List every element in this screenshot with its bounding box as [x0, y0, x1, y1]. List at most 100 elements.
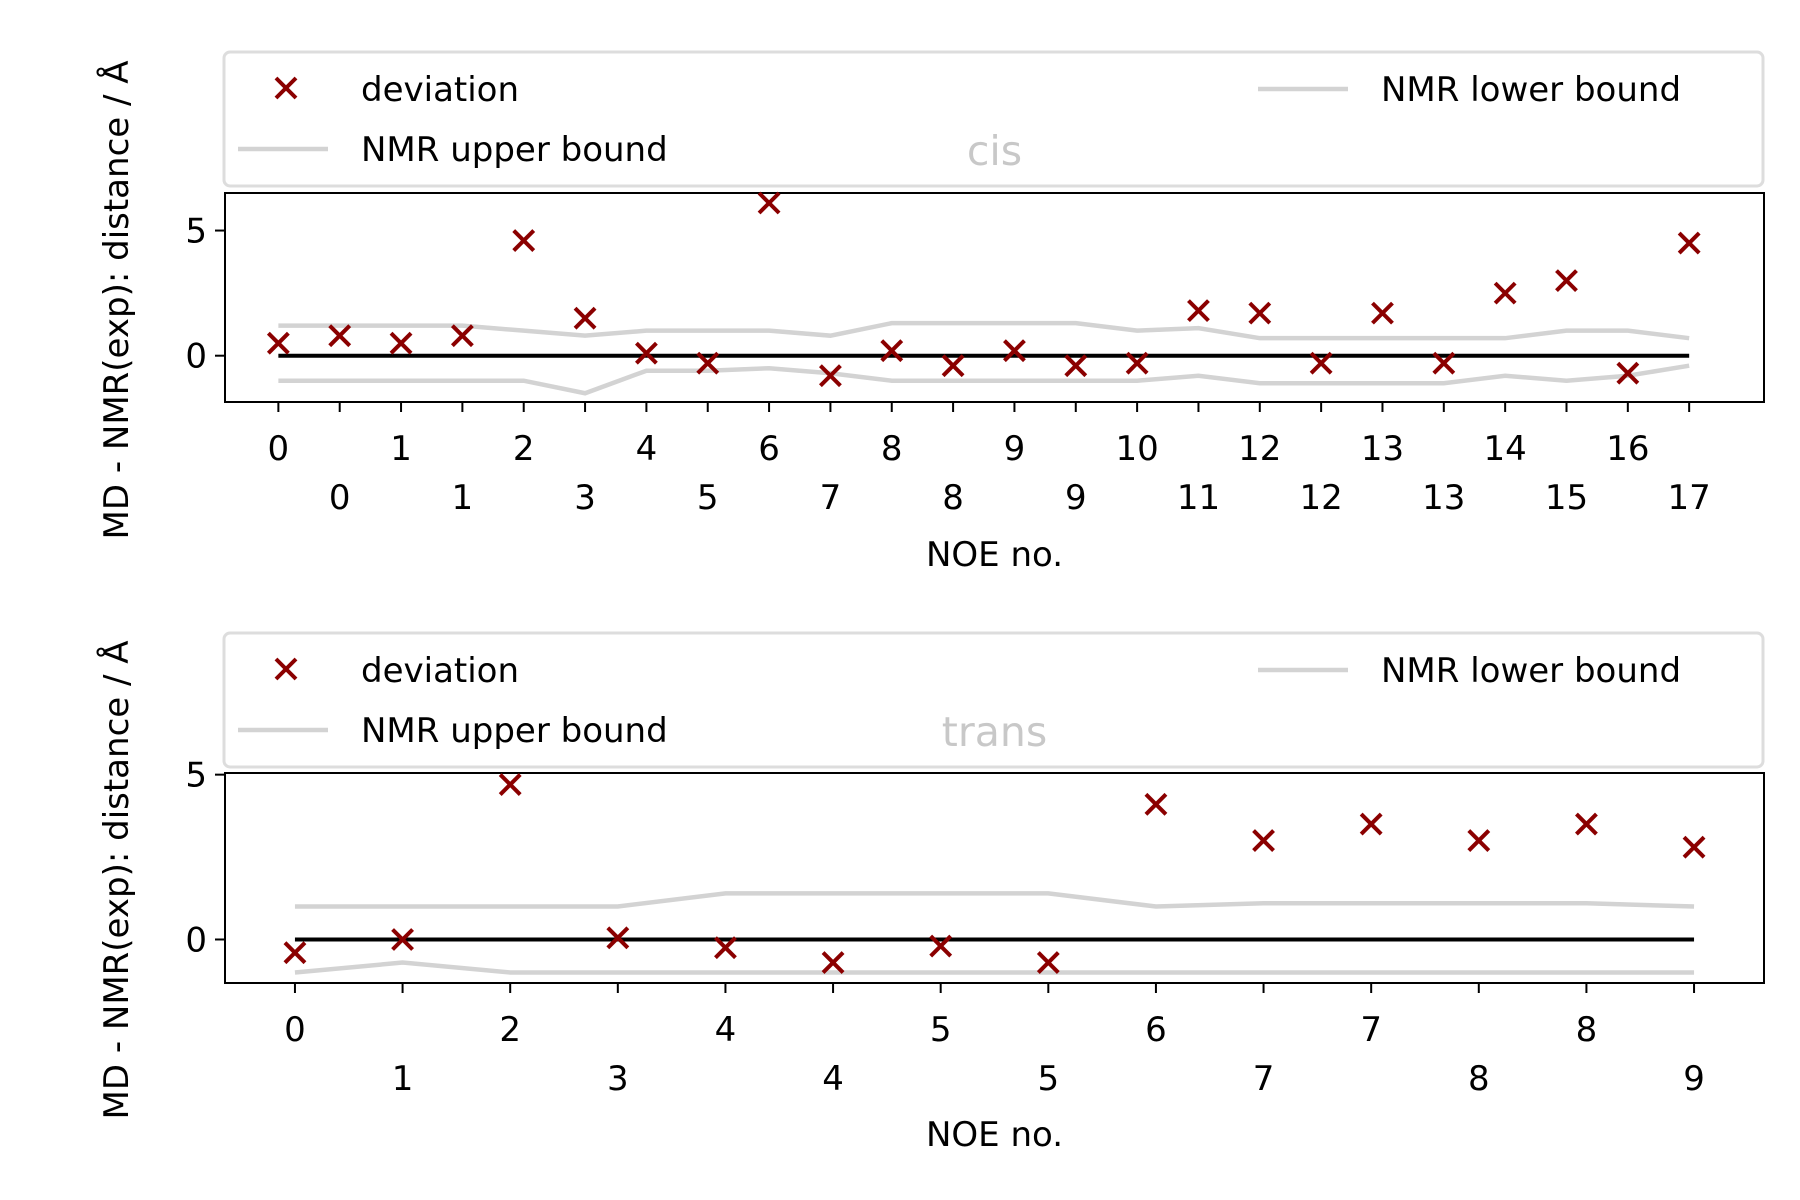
x-tick-label: 6 [758, 429, 780, 469]
x-tick-label: 3 [574, 478, 596, 518]
x-tick-label: 7 [1360, 1010, 1382, 1050]
deviation-point [880, 339, 904, 363]
deviation-point [283, 941, 307, 965]
x-tick-label: 6 [1145, 1010, 1167, 1050]
deviation-point [1187, 299, 1210, 323]
legend-lower-label: NMR lower bound [1381, 70, 1681, 110]
x-tick-label: 5 [930, 1010, 952, 1050]
deviation-point [1064, 354, 1088, 378]
deviation-point [391, 928, 414, 951]
deviation-point [1144, 792, 1168, 816]
x-tick-label: 13 [1422, 478, 1465, 518]
y-tick-label: 0 [185, 337, 207, 377]
x-tick-label: 1 [390, 429, 412, 469]
x-tick-label: 13 [1361, 429, 1404, 469]
x-tick-label: 3 [607, 1059, 629, 1099]
deviation-point [389, 331, 413, 355]
y-tick-label: 5 [185, 212, 207, 252]
axes-frame-cis [224, 192, 1765, 403]
legend-upper-label: NMR upper bound [361, 130, 668, 170]
x-tick-label: 1 [392, 1059, 414, 1099]
legend-deviation-marker [274, 76, 298, 100]
legend-lower-label: NMR lower bound [1381, 651, 1681, 691]
x-axis-label-cis: NOE no. [926, 535, 1063, 575]
deviation-point [714, 936, 737, 960]
deviation-point [821, 951, 845, 974]
deviation-point [1493, 281, 1517, 305]
deviation-point [1467, 829, 1491, 852]
x-tick-label: 8 [1468, 1059, 1490, 1099]
x-tick-label: 9 [1065, 478, 1087, 518]
legend-deviation-label: deviation [361, 70, 519, 110]
x-tick-label: 9 [1004, 429, 1026, 469]
deviation-point [1252, 829, 1275, 852]
x-tick-label: 11 [1177, 478, 1220, 518]
deviation-point [498, 773, 522, 796]
legend-cis: deviation NMR upper bound NMR lower boun… [222, 50, 1765, 188]
deviation-point [819, 364, 842, 388]
x-tick-label: 9 [1683, 1059, 1705, 1099]
x-tick-label: 16 [1606, 429, 1649, 469]
legend-box [222, 50, 1765, 188]
deviation-point [1575, 812, 1598, 836]
deviation-point [1248, 301, 1272, 325]
x-axis-label-trans: NOE no. [926, 1115, 1063, 1155]
deviation-point [1371, 301, 1394, 325]
x-tick-label: 7 [1253, 1059, 1275, 1099]
deviation-point [757, 191, 781, 215]
deviation-point [266, 331, 290, 355]
x-tick-label: 17 [1668, 478, 1711, 518]
deviation-point [1616, 361, 1640, 385]
x-tick-label: 10 [1115, 429, 1158, 469]
x-tick-label: 5 [697, 478, 719, 518]
x-tick-label: 0 [284, 1010, 306, 1050]
axes-frame-trans [224, 772, 1765, 984]
x-tick-label: 4 [715, 1010, 737, 1050]
deviation-point [328, 324, 352, 348]
deviation-point [1125, 351, 1149, 375]
deviation-point [1003, 339, 1026, 363]
x-tick-label: 15 [1545, 478, 1588, 518]
legend-deviation-label: deviation [361, 651, 519, 691]
x-tick-label: 5 [1037, 1059, 1059, 1099]
legend-x-glyph [274, 657, 298, 681]
legend-box [222, 631, 1765, 769]
x-tick-label: 8 [942, 478, 964, 518]
deviation-point [573, 306, 597, 330]
x-tick-label: 0 [268, 429, 290, 469]
y-axis-label-trans: MD - NMR(exp): distance / Å [96, 640, 137, 1119]
x-tick-label: 8 [1576, 1010, 1598, 1050]
x-tick-label: 4 [636, 429, 658, 469]
panel-cis: NOE no. MD - NMR(exp): distance / Å devi… [96, 50, 1765, 575]
deviation-point [1677, 231, 1701, 255]
y-axis-label-cis: MD - NMR(exp): distance / Å [96, 60, 137, 539]
deviation-point [1432, 351, 1456, 375]
legend-x-glyph [274, 76, 298, 100]
deviation-point [1359, 812, 1383, 836]
x-tick-label: 7 [820, 478, 842, 518]
x-tick-label: 12 [1299, 478, 1342, 518]
deviation-point [1555, 269, 1578, 293]
deviation-point [1309, 351, 1333, 375]
y-tick-label: 0 [185, 920, 207, 960]
x-tick-label: 4 [822, 1059, 844, 1099]
x-tick-label: 12 [1238, 429, 1281, 469]
lower-bound-line [278, 363, 1690, 396]
x-tick-label: 2 [513, 429, 535, 469]
deviation-point [512, 229, 536, 252]
deviation-point [929, 934, 953, 958]
deviation-point [1682, 835, 1706, 859]
chart-title-trans: trans [942, 708, 1047, 756]
upper-bound-line [278, 320, 1690, 341]
panel-trans: NOE no. MD - NMR(exp): distance / Å devi… [96, 631, 1765, 1155]
x-tick-label: 14 [1484, 429, 1527, 469]
legend-upper-label: NMR upper bound [361, 711, 668, 751]
x-tick-label: 8 [881, 429, 903, 469]
x-tick-label: 2 [499, 1010, 521, 1050]
x-tick-label: 0 [329, 478, 351, 518]
chart-title-cis: cis [967, 127, 1022, 175]
deviation-point [941, 354, 965, 378]
upper-bound-line [294, 891, 1695, 909]
x-tick-label: 1 [452, 478, 474, 518]
